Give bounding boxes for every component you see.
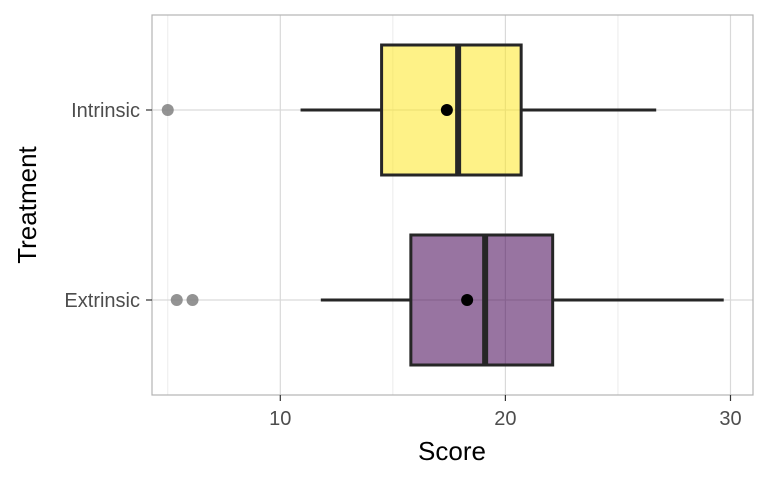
mean-point: [461, 294, 474, 306]
x-tick-label: 10: [269, 408, 291, 430]
x-tick-label: 20: [494, 408, 516, 430]
x-axis-ticks: 10 20 30: [269, 395, 742, 430]
boxes: [161, 43, 724, 367]
x-tick-label: 30: [719, 408, 741, 430]
box-iqr: [409, 233, 555, 367]
y-tick-label: Extrinsic: [64, 290, 140, 312]
y-axis-ticks: Intrinsic Extrinsic: [64, 100, 152, 312]
box-group-extrinsic: [170, 233, 724, 367]
x-axis-title: Score: [418, 436, 486, 466]
outlier-point: [186, 294, 199, 306]
plot-panel-border: [151, 14, 754, 396]
y-axis-title: Treatment: [12, 145, 42, 263]
mean-point: [440, 104, 453, 116]
outlier-point: [161, 104, 174, 116]
y-tick-label: Intrinsic: [71, 100, 140, 122]
outlier-point: [170, 294, 183, 306]
box-group-intrinsic: [161, 43, 657, 177]
